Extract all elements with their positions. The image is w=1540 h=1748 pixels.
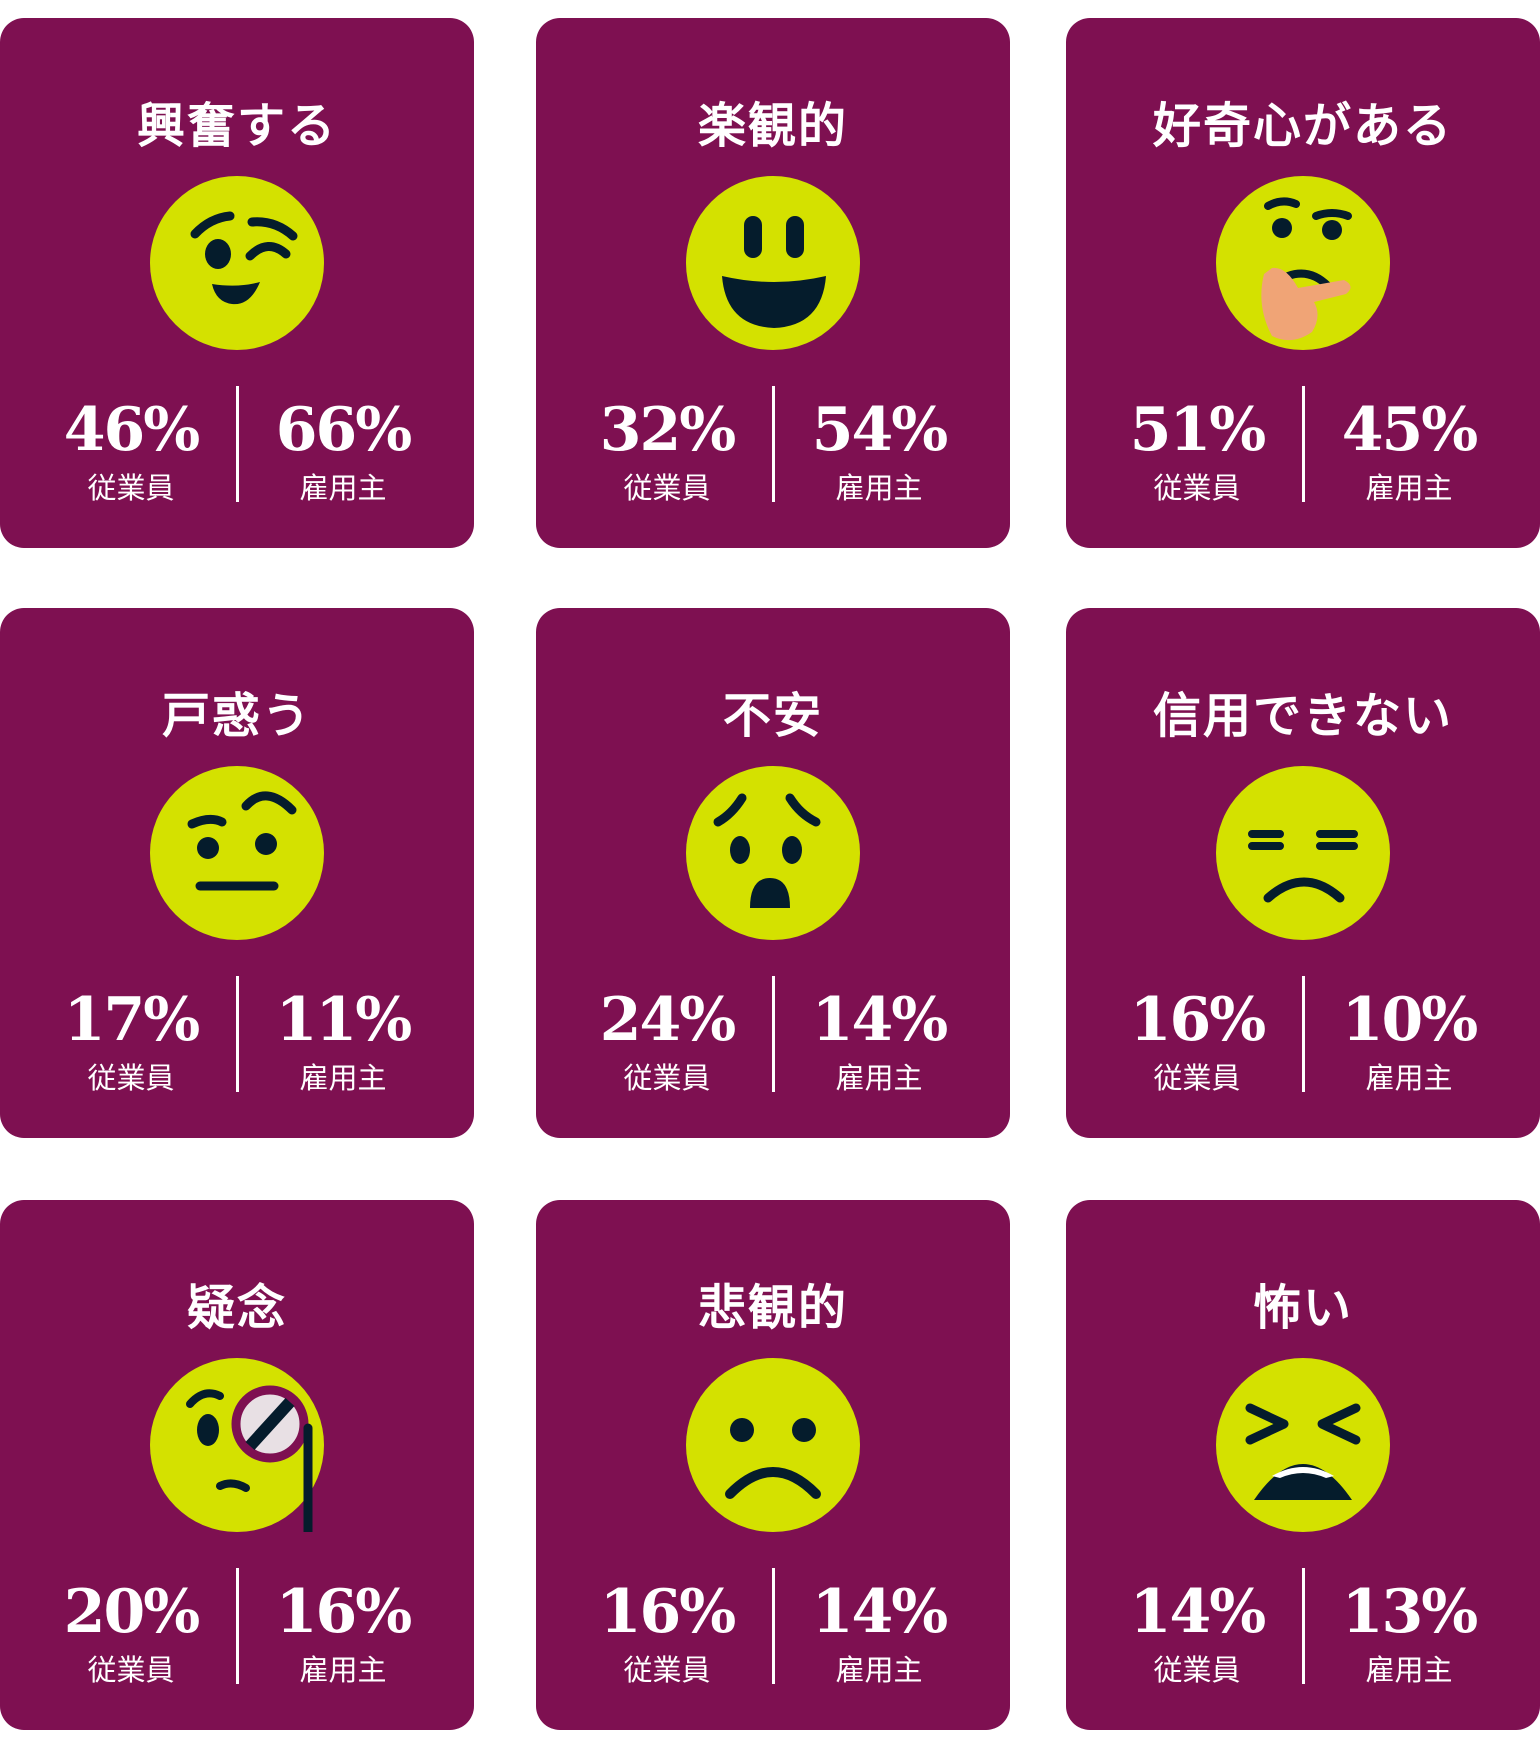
employer-stat: 11% 雇用主: [238, 986, 448, 1098]
employee-label: 従業員: [623, 1653, 711, 1687]
employee-stat: 17% 従業員: [26, 986, 236, 1098]
emotion-card: 楽観的 32% 従業員 54% 雇用主: [536, 18, 1010, 548]
employer-stat: 54% 雇用主: [774, 396, 984, 508]
employer-label: 雇用主: [835, 1653, 923, 1687]
employee-percent: 16%: [599, 1577, 737, 1647]
employee-percent: 14%: [1129, 1577, 1267, 1647]
employee-stat: 46% 従業員: [26, 396, 236, 508]
card-title: 信用できない: [1152, 688, 1453, 744]
employee-stat: 32% 従業員: [562, 396, 772, 508]
card-title: 怖い: [1252, 1280, 1353, 1336]
card-title: 戸惑う: [161, 688, 312, 744]
employer-percent: 16%: [275, 1577, 413, 1647]
employee-label: 従業員: [1153, 1653, 1241, 1687]
card-title: 楽観的: [697, 98, 848, 154]
employer-label: 雇用主: [835, 1061, 923, 1095]
divider: [772, 976, 775, 1092]
emotion-card: 不安 24% 従業員 14% 雇用主: [536, 608, 1010, 1138]
unamused-face-icon: [1216, 766, 1390, 940]
employee-stat: 16% 従業員: [562, 1578, 772, 1690]
employee-percent: 24%: [599, 985, 737, 1055]
employer-stat: 14% 雇用主: [774, 986, 984, 1098]
emotion-card: 悲観的 16% 従業員 14% 雇用主: [536, 1200, 1010, 1730]
employee-stat: 14% 従業員: [1092, 1578, 1302, 1690]
employee-percent: 20%: [63, 1577, 201, 1647]
employer-percent: 14%: [811, 1577, 949, 1647]
divider: [1302, 386, 1305, 502]
employee-percent: 17%: [63, 985, 201, 1055]
employee-stat: 20% 従業員: [26, 1578, 236, 1690]
employee-label: 従業員: [1153, 471, 1241, 505]
card-title: 好奇心がある: [1152, 98, 1453, 154]
divider: [236, 976, 239, 1092]
employee-stat: 16% 従業員: [1092, 986, 1302, 1098]
employee-percent: 46%: [63, 395, 201, 465]
employer-stat: 10% 雇用主: [1304, 986, 1514, 1098]
employee-percent: 16%: [1129, 985, 1267, 1055]
employer-stat: 66% 雇用主: [238, 396, 448, 508]
emotion-card: 好奇心がある 51% 従業員 45% 雇用主: [1066, 18, 1540, 548]
employer-label: 雇用主: [1365, 1061, 1453, 1095]
worried-face-icon: [686, 766, 860, 940]
employee-percent: 51%: [1129, 395, 1267, 465]
employee-label: 従業員: [623, 471, 711, 505]
divider: [236, 386, 239, 502]
raised-eyebrow-face-icon: [150, 766, 324, 940]
tired-face-icon: [1216, 1358, 1390, 1532]
emotion-card: 戸惑う 17% 従業員 11% 雇用主: [0, 608, 474, 1138]
employer-percent: 54%: [811, 395, 949, 465]
emotion-card: 信用できない 16% 従業員 10% 雇用主: [1066, 608, 1540, 1138]
employee-label: 従業員: [87, 1653, 175, 1687]
emotion-card: 怖い 14% 従業員 13% 雇用主: [1066, 1200, 1540, 1730]
grinning-face-icon: [686, 176, 860, 350]
monocle-face-icon: [150, 1358, 324, 1532]
divider: [236, 1568, 239, 1684]
employer-label: 雇用主: [1365, 471, 1453, 505]
employer-percent: 66%: [275, 395, 413, 465]
employer-stat: 13% 雇用主: [1304, 1578, 1514, 1690]
emotion-card: 疑念 20% 従業員 16% 雇用主: [0, 1200, 474, 1730]
divider: [772, 386, 775, 502]
employee-label: 従業員: [623, 1061, 711, 1095]
employee-label: 従業員: [1153, 1061, 1241, 1095]
employer-label: 雇用主: [1365, 1653, 1453, 1687]
card-title: 疑念: [186, 1280, 287, 1336]
frowning-face-icon: [686, 1358, 860, 1532]
employer-percent: 10%: [1341, 985, 1479, 1055]
employee-label: 従業員: [87, 471, 175, 505]
employer-label: 雇用主: [835, 471, 923, 505]
card-title: 悲観的: [697, 1280, 848, 1336]
employee-percent: 32%: [599, 395, 737, 465]
employer-percent: 14%: [811, 985, 949, 1055]
emotion-card: 興奮する 46% 従業員 66% 雇用主: [0, 18, 474, 548]
employer-label: 雇用主: [299, 471, 387, 505]
employer-label: 雇用主: [299, 1061, 387, 1095]
employer-label: 雇用主: [299, 1653, 387, 1687]
employer-stat: 16% 雇用主: [238, 1578, 448, 1690]
employer-percent: 45%: [1341, 395, 1479, 465]
card-title: 不安: [722, 688, 823, 744]
divider: [1302, 1568, 1305, 1684]
employer-percent: 11%: [275, 985, 413, 1055]
employer-stat: 45% 雇用主: [1304, 396, 1514, 508]
winking-face-icon: [150, 176, 324, 350]
employee-stat: 24% 従業員: [562, 986, 772, 1098]
divider: [772, 1568, 775, 1684]
employer-stat: 14% 雇用主: [774, 1578, 984, 1690]
divider: [1302, 976, 1305, 1092]
employee-stat: 51% 従業員: [1092, 396, 1302, 508]
employee-label: 従業員: [87, 1061, 175, 1095]
employer-percent: 13%: [1341, 1577, 1479, 1647]
thinking-face-icon: [1216, 176, 1390, 350]
card-title: 興奮する: [136, 98, 337, 154]
